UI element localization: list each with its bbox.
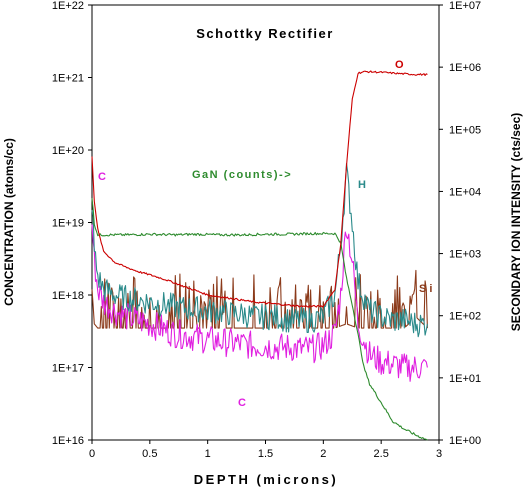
y-right-tick-label: 1E+03: [449, 249, 481, 261]
chart-title: Schottky Rectifier: [196, 26, 334, 41]
x-tick-label: 1: [205, 448, 211, 460]
series-line-h: [91, 163, 428, 338]
y-axis-left-title: CONCENTRATION (atoms/cc): [2, 138, 16, 306]
y-axis-right-title: SECONDARY ION INTENSITY (cts/sec): [509, 113, 523, 332]
x-tick-label: 1.5: [258, 448, 273, 460]
y-left-tick-label: 1E+21: [52, 73, 84, 85]
x-tick-label: 3: [436, 448, 442, 460]
x-tick-label: 0: [89, 448, 95, 460]
x-tick-label: 2: [320, 448, 326, 460]
y-left-tick-label: 1E+17: [52, 363, 84, 375]
y-right-tick-label: 1E+05: [449, 124, 481, 136]
series-line-gan: [91, 198, 428, 441]
y-right-tick-label: 1E+00: [449, 435, 481, 447]
y-left-tick-label: 1E+18: [52, 290, 84, 302]
series-layer: [91, 70, 428, 441]
y-right-tick-label: 1E+01: [449, 373, 481, 385]
annotation-o: O: [395, 59, 404, 71]
annotation-si: Si: [419, 283, 435, 295]
annotation-h: H: [358, 179, 366, 191]
annotation-c-top: C: [98, 171, 106, 183]
plot-area: [91, 4, 440, 441]
y-right-tick-label: 1E+06: [449, 62, 481, 74]
annotation-gan: GaN (counts)->: [192, 169, 292, 181]
series-line-o: [91, 70, 428, 308]
ticks-layer: 0 0.5 1 1.5 2 2.5 3 1E+16 1E+17 1E+18 1E+19 1E+20 1E…: [52, 0, 481, 460]
y-right-tick-label: 1E+04: [449, 186, 481, 198]
y-right-tick-label: 1E+07: [449, 0, 481, 12]
y-left-tick-label: 1E+22: [52, 0, 84, 12]
annotation-c-bottom: C: [238, 397, 246, 409]
y-right-tick-label: 1E+02: [449, 311, 481, 323]
x-tick-label: 0.5: [142, 448, 157, 460]
y-left-tick-label: 1E+16: [52, 435, 84, 447]
x-axis-title: DEPTH (microns): [194, 472, 338, 487]
series-line-c: [91, 224, 428, 382]
x-tick-label: 2.5: [374, 448, 389, 460]
y-left-tick-label: 1E+19: [52, 218, 84, 230]
y-left-tick-label: 1E+20: [52, 145, 84, 157]
